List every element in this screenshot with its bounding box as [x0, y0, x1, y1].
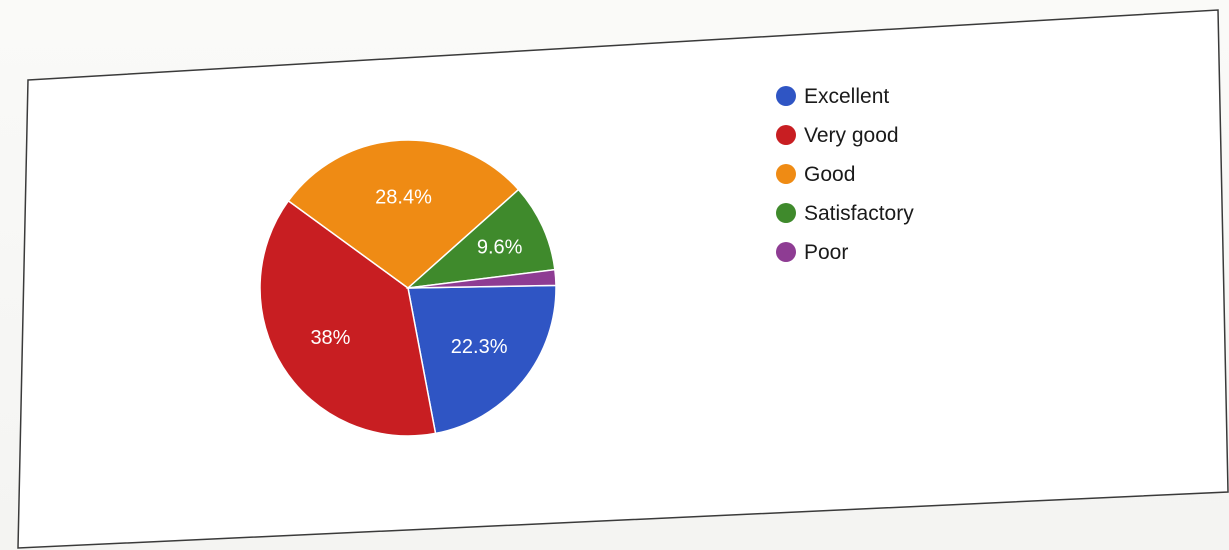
legend-label-satisfactory: Satisfactory	[804, 202, 914, 225]
legend-swatch-good	[776, 164, 796, 184]
pie-slices	[259, 139, 557, 437]
legend-swatch-very-good	[776, 125, 796, 145]
slice-label-satisfactory: 9.6%	[477, 236, 523, 258]
legend-swatch-satisfactory	[776, 203, 796, 223]
pie-slice-very-good	[259, 199, 437, 437]
legend-label-very-good: Very good	[804, 124, 899, 147]
slice-label-very-good: 38%	[310, 327, 350, 349]
legend-swatch-excellent	[776, 86, 796, 106]
slice-label-good: 28.4%	[375, 186, 432, 208]
legend-label-poor: Poor	[804, 241, 848, 264]
pie-slice-good	[287, 139, 520, 289]
slice-label-excellent: 22.3%	[451, 336, 508, 358]
pie-slice-poor	[407, 268, 557, 289]
legend: Excellent Very good Good Satisfactory Poor	[776, 85, 914, 264]
chart-frame	[17, 9, 1229, 549]
slice-labels: 22.3% 38% 28.4% 9.6%	[310, 186, 522, 358]
legend-label-good: Good	[804, 163, 855, 186]
legend-label-excellent: Excellent	[804, 85, 889, 108]
pie-slice-satisfactory	[405, 188, 556, 290]
legend-swatch-poor	[776, 242, 796, 262]
pie-slice-excellent	[407, 284, 557, 435]
